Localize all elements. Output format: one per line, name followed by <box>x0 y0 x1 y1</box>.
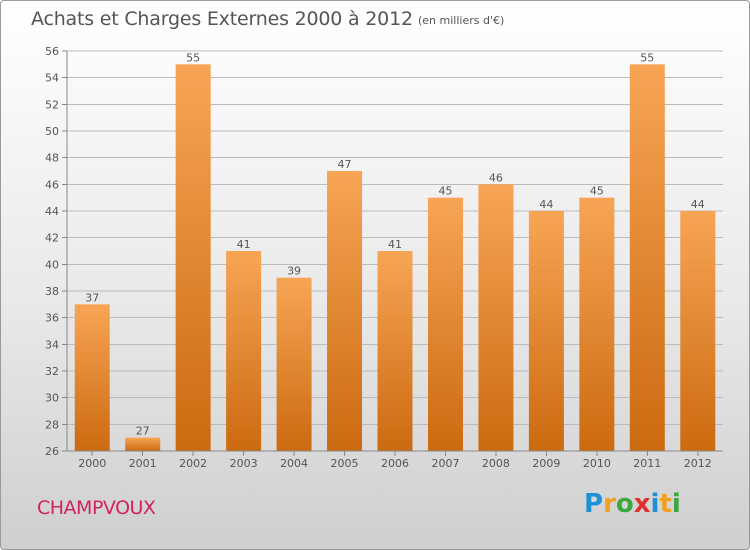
data-label: 45 <box>590 185 604 198</box>
logo-letter: i <box>671 489 681 519</box>
y-tick-label: 44 <box>45 205 59 218</box>
data-label: 55 <box>186 51 200 64</box>
y-tick-label: 46 <box>45 178 59 191</box>
x-tick-label: 2008 <box>482 457 510 470</box>
logo-letter: t <box>659 489 672 519</box>
y-tick-label: 54 <box>45 72 59 85</box>
x-axis-ticks: 2000 2001 2002 2003 2004 2005 2006 2007 2008 2009… <box>67 450 723 470</box>
logo-letter: P <box>584 489 604 519</box>
logo-letter: x <box>633 489 651 519</box>
bar-2007 <box>427 197 463 451</box>
data-label: 41 <box>237 238 251 251</box>
data-label: 55 <box>640 51 654 64</box>
y-tick-label: 28 <box>45 418 59 431</box>
bar-2001 <box>125 437 161 451</box>
bars <box>74 64 716 452</box>
bar-2002 <box>175 64 211 452</box>
bar-2009 <box>528 211 564 451</box>
bar-2004 <box>276 277 312 451</box>
y-tick-label: 50 <box>45 125 59 138</box>
bar-2006 <box>377 251 413 451</box>
data-label: 46 <box>489 171 503 184</box>
y-tick-label: 40 <box>45 258 59 271</box>
x-tick-label: 2011 <box>633 457 661 470</box>
bar-2003 <box>226 251 262 451</box>
data-labels: 37 27 55 41 39 47 41 45 46 44 45 55 44 <box>85 51 705 437</box>
x-tick-label: 2007 <box>431 457 459 470</box>
data-label: 39 <box>287 265 301 278</box>
logo-letter: r <box>603 489 616 519</box>
data-label: 44 <box>691 198 705 211</box>
commune-name: CHAMPVOUX <box>37 497 156 519</box>
y-tick-label: 48 <box>45 152 59 165</box>
x-tick-label: 2012 <box>684 457 712 470</box>
y-tick-label: 52 <box>45 98 59 111</box>
x-tick-label: 2005 <box>331 457 359 470</box>
proxiti-logo[interactable]: Proxiti <box>584 489 681 519</box>
y-tick-label: 36 <box>45 312 59 325</box>
y-tick-label: 56 <box>45 45 59 58</box>
y-tick-label: 38 <box>45 285 59 298</box>
x-tick-label: 2002 <box>179 457 207 470</box>
y-tick-label: 30 <box>45 392 59 405</box>
x-tick-label: 2004 <box>280 457 308 470</box>
bar-2000 <box>74 304 110 451</box>
data-label: 47 <box>338 158 352 171</box>
logo-letter: i <box>650 489 660 519</box>
x-tick-label: 2003 <box>230 457 258 470</box>
bar-2011 <box>629 64 665 452</box>
x-tick-label: 2001 <box>129 457 157 470</box>
chart-title: Achats et Charges Externes 2000 à 2012 <box>31 8 413 30</box>
bar-2010 <box>579 197 615 451</box>
chart-subtitle: (en milliers d'€) <box>418 14 505 27</box>
logo-letter: o <box>615 489 634 519</box>
y-tick-label: 32 <box>45 365 59 378</box>
y-axis-ticks: 26 28 30 32 34 36 38 40 42 44 46 48 50 52 54 56 <box>45 45 68 458</box>
bar-2005 <box>327 171 363 451</box>
data-label: 44 <box>539 198 553 211</box>
data-label: 37 <box>85 291 99 304</box>
y-tick-label: 34 <box>45 338 59 351</box>
data-label: 45 <box>438 185 452 198</box>
data-label: 27 <box>136 425 150 438</box>
x-tick-label: 2009 <box>532 457 560 470</box>
x-tick-label: 2006 <box>381 457 409 470</box>
y-tick-label: 26 <box>45 445 59 458</box>
x-tick-label: 2000 <box>78 457 106 470</box>
data-label: 41 <box>388 238 402 251</box>
x-tick-label: 2010 <box>583 457 611 470</box>
bar-2012 <box>680 211 716 451</box>
bar-2008 <box>478 184 514 452</box>
y-tick-label: 42 <box>45 232 59 245</box>
